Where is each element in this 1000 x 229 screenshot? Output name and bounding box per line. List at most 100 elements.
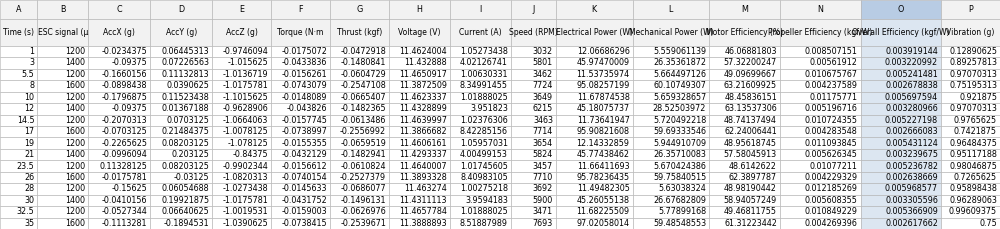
Bar xyxy=(450,80,511,92)
Text: 1400: 1400 xyxy=(65,104,85,113)
Bar xyxy=(212,103,271,114)
Text: 0.002678838: 0.002678838 xyxy=(885,81,938,90)
Text: 0.11328125: 0.11328125 xyxy=(99,161,147,171)
Bar xyxy=(709,137,780,149)
Bar xyxy=(861,149,941,160)
Text: 8.40983105: 8.40983105 xyxy=(460,173,508,182)
Bar xyxy=(0,19,37,46)
Text: -0.0740154: -0.0740154 xyxy=(281,173,327,182)
Bar xyxy=(330,137,389,149)
Text: 0.07226563: 0.07226563 xyxy=(161,58,209,68)
Bar xyxy=(861,137,941,149)
Text: 59.48548553: 59.48548553 xyxy=(653,219,706,228)
Bar xyxy=(212,160,271,172)
Bar xyxy=(37,172,88,183)
Text: -0.2539671: -0.2539671 xyxy=(340,219,386,228)
Text: -0.0996094: -0.0996094 xyxy=(102,150,147,159)
Text: Motor Efficiency (%): Motor Efficiency (%) xyxy=(706,28,783,37)
Text: -0.1480841: -0.1480841 xyxy=(341,58,386,68)
Bar xyxy=(37,149,88,160)
Text: 0.003280966: 0.003280966 xyxy=(885,104,938,113)
Bar xyxy=(941,69,1000,80)
Bar xyxy=(330,103,389,114)
Bar xyxy=(556,69,633,80)
Bar xyxy=(330,149,389,160)
Text: -0.2547108: -0.2547108 xyxy=(340,81,386,90)
Bar xyxy=(709,149,780,160)
Text: 5.77899168: 5.77899168 xyxy=(658,207,706,216)
Bar xyxy=(88,218,150,229)
Text: -0.2556992: -0.2556992 xyxy=(340,127,386,136)
Bar xyxy=(633,19,709,46)
Bar xyxy=(450,172,511,183)
Text: 95.78236435: 95.78236435 xyxy=(576,173,630,182)
Text: E: E xyxy=(239,5,244,14)
Bar xyxy=(0,172,37,183)
Bar xyxy=(88,149,150,160)
Text: 0.008507151: 0.008507151 xyxy=(805,47,858,56)
Bar xyxy=(450,19,511,46)
Bar xyxy=(389,0,450,19)
Bar xyxy=(941,80,1000,92)
Text: 1400: 1400 xyxy=(65,58,85,68)
Text: 0.96484375: 0.96484375 xyxy=(949,139,997,148)
Text: -0.0686077: -0.0686077 xyxy=(340,184,386,194)
Bar xyxy=(780,19,861,46)
Bar xyxy=(37,92,88,103)
Bar xyxy=(271,149,330,160)
Text: 0.08203125: 0.08203125 xyxy=(161,161,209,171)
Bar xyxy=(150,103,212,114)
Bar xyxy=(780,0,861,19)
Bar xyxy=(511,195,556,206)
Bar xyxy=(271,103,330,114)
Bar xyxy=(861,218,941,229)
Bar xyxy=(633,172,709,183)
Text: 1.05273438: 1.05273438 xyxy=(460,47,508,56)
Text: -0.0156612: -0.0156612 xyxy=(281,161,327,171)
Bar xyxy=(150,92,212,103)
Text: -0.0148089: -0.0148089 xyxy=(282,93,327,102)
Bar xyxy=(212,218,271,229)
Bar xyxy=(556,183,633,195)
Text: 0.21484375: 0.21484375 xyxy=(161,127,209,136)
Text: AccX (g): AccX (g) xyxy=(103,28,135,37)
Text: 5.559061139: 5.559061139 xyxy=(653,47,706,56)
Bar xyxy=(389,172,450,183)
Bar xyxy=(941,92,1000,103)
Text: 11.4623337: 11.4623337 xyxy=(399,93,447,102)
Text: 11.463274: 11.463274 xyxy=(404,184,447,194)
Bar xyxy=(941,19,1000,46)
Text: 0.7265625: 0.7265625 xyxy=(954,173,997,182)
Bar xyxy=(330,160,389,172)
Bar xyxy=(37,137,88,149)
Bar xyxy=(271,114,330,126)
Bar xyxy=(271,172,330,183)
Text: 1200: 1200 xyxy=(65,184,85,194)
Text: 1200: 1200 xyxy=(65,93,85,102)
Text: Torque (N·m: Torque (N·m xyxy=(277,28,324,37)
Text: ESC signal (µ: ESC signal (µ xyxy=(38,28,88,37)
Bar xyxy=(633,80,709,92)
Bar xyxy=(941,137,1000,149)
Bar xyxy=(709,195,780,206)
Text: 0.75195313: 0.75195313 xyxy=(949,81,997,90)
Bar xyxy=(450,103,511,114)
Text: 0.11132813: 0.11132813 xyxy=(162,70,209,79)
Text: -0.0175072: -0.0175072 xyxy=(281,47,327,56)
Text: 32.5: 32.5 xyxy=(17,207,34,216)
Text: 3654: 3654 xyxy=(533,139,553,148)
Bar xyxy=(0,103,37,114)
Bar xyxy=(330,114,389,126)
Bar xyxy=(212,172,271,183)
Text: 3462: 3462 xyxy=(533,70,553,79)
Bar xyxy=(150,195,212,206)
Text: 62.3897787: 62.3897787 xyxy=(729,173,777,182)
Text: 11.432888: 11.432888 xyxy=(404,58,447,68)
Text: 11.4624004: 11.4624004 xyxy=(399,47,447,56)
Bar xyxy=(0,160,37,172)
Text: 0.005626345: 0.005626345 xyxy=(805,150,858,159)
Bar xyxy=(633,183,709,195)
Bar xyxy=(330,218,389,229)
Text: 3471: 3471 xyxy=(533,207,553,216)
Text: 0.0703125: 0.0703125 xyxy=(166,116,209,125)
